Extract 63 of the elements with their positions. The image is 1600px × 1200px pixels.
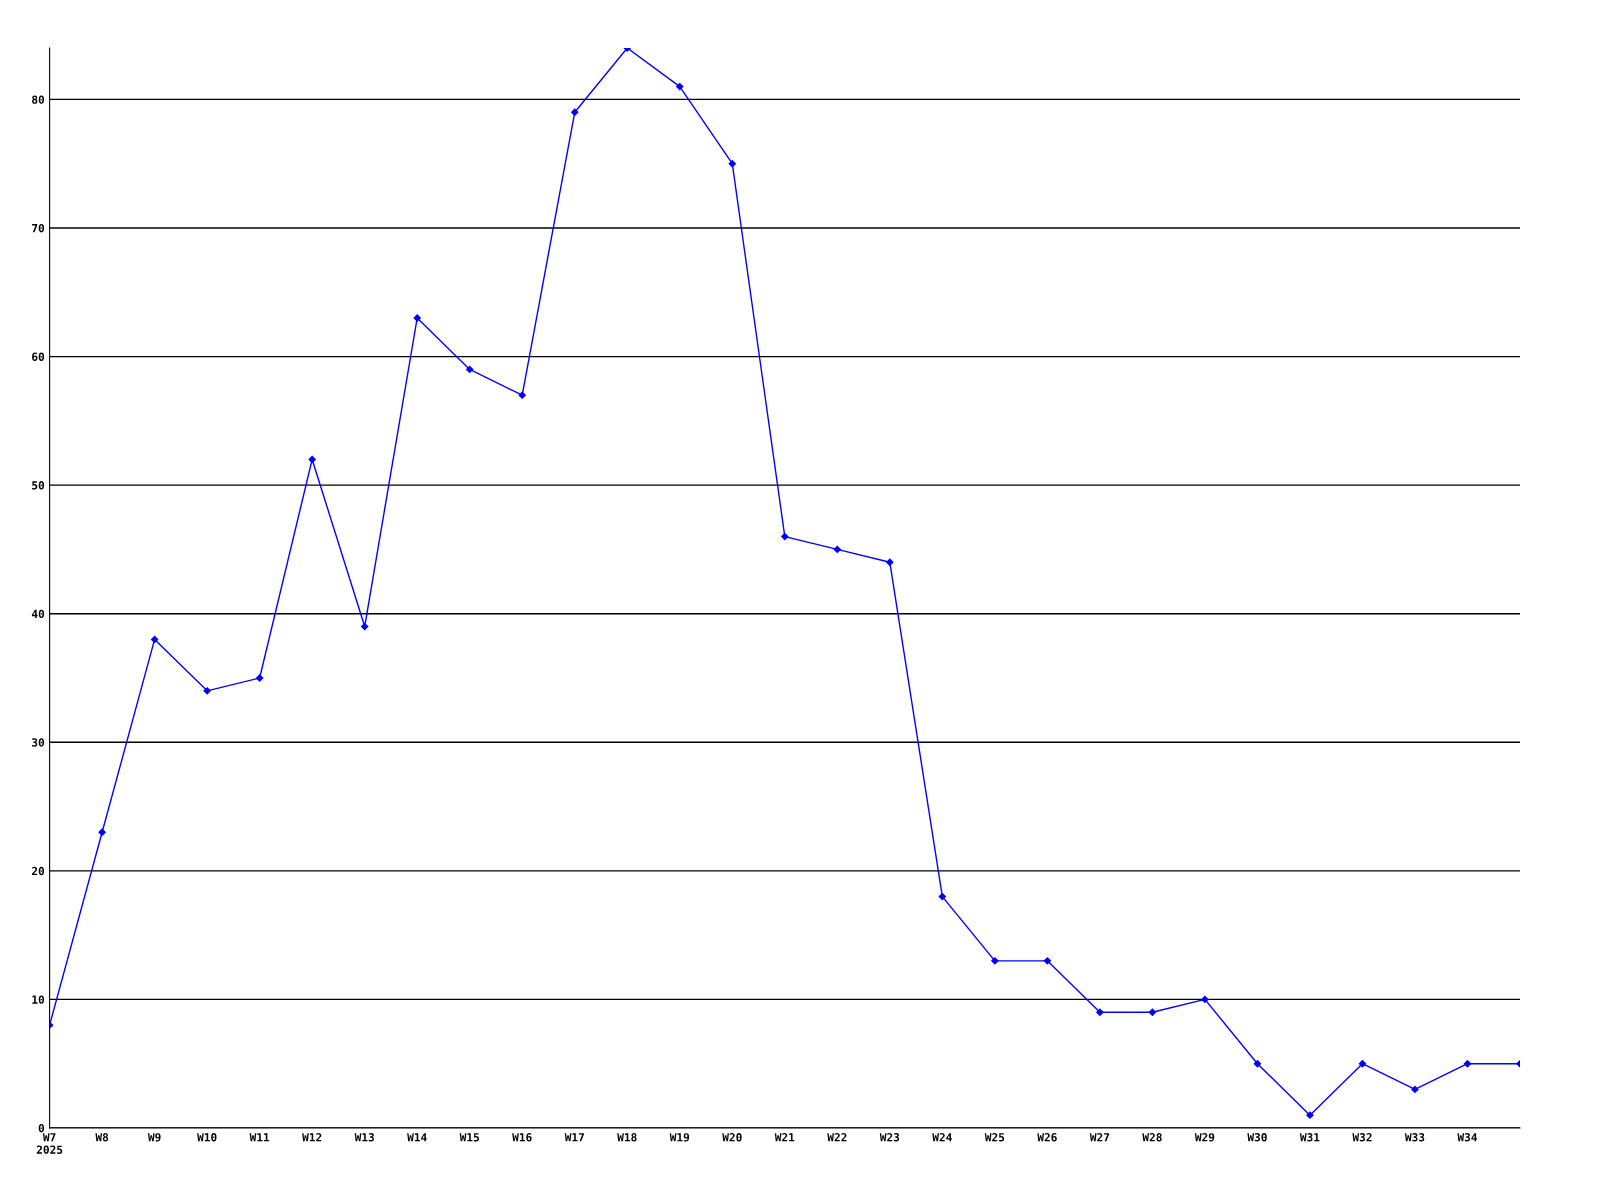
x-tick-label: W24 (932, 1133, 952, 1142)
x-tick-label: W8 (95, 1133, 109, 1142)
point (1043, 957, 1052, 965)
x-tick-label: W23 (879, 1133, 900, 1142)
x-tick-label: W18 (617, 1133, 637, 1142)
point (518, 391, 526, 399)
point (991, 957, 999, 965)
point (98, 828, 106, 836)
point (1358, 1060, 1367, 1068)
x-tick-label: W33 (1404, 1133, 1425, 1142)
y-tick-label: 20 (31, 866, 45, 876)
point (361, 622, 369, 631)
point (1411, 1085, 1419, 1094)
x-tick-label: W12 (302, 1133, 322, 1142)
point (466, 365, 474, 374)
x-tick-label: W19 (669, 1133, 690, 1142)
x-tick-label: W31 (1299, 1133, 1320, 1142)
x-tick-label: W34 (1457, 1133, 1478, 1142)
point (1201, 995, 1209, 1004)
point (150, 635, 159, 644)
x-tick-label: W30 (1247, 1133, 1267, 1142)
x-tick-label: W32 (1352, 1133, 1372, 1142)
x-tick-label: W15 (459, 1133, 479, 1142)
point (833, 545, 841, 554)
point (1148, 1008, 1157, 1016)
x-tick-label: W9 (147, 1133, 161, 1142)
y-tick-label: 10 (32, 995, 45, 1004)
point (781, 532, 789, 541)
y-tick-label: 80 (32, 95, 45, 104)
x-tick-label: W28 (1142, 1133, 1162, 1142)
x-tick-label: W26 (1037, 1133, 1057, 1142)
point (256, 674, 264, 682)
x-tick-label: W29 (1194, 1133, 1215, 1142)
x-tick-label: W21 (774, 1133, 795, 1142)
x-tick-label: W13 (354, 1133, 374, 1142)
y-tick-label: 30 (32, 738, 45, 747)
point (1096, 1008, 1104, 1016)
x-tick-label: W16 (512, 1133, 532, 1142)
x-tick-label: W11 (249, 1133, 270, 1142)
point (938, 892, 946, 901)
point (1463, 1060, 1472, 1068)
x-tick-label: W17 (564, 1133, 584, 1142)
x-tick-label: W20 (722, 1133, 742, 1142)
x-tick-label: W22 (827, 1133, 847, 1142)
point (1253, 1060, 1262, 1068)
y-tick-label: 0 (38, 1123, 45, 1133)
y-tick-label: 60 (32, 352, 45, 361)
y-tick-label: 70 (32, 223, 45, 233)
point (886, 558, 894, 566)
x-tick-label: W10 (197, 1133, 217, 1142)
x-tick-label: W14 (407, 1133, 427, 1142)
point (571, 108, 579, 116)
x-tick-label: W7 2025 (36, 1133, 63, 1154)
point (676, 82, 684, 91)
x-tick-label: W25 (984, 1133, 1005, 1142)
point (1306, 1111, 1314, 1119)
y-tick-label: 40 (31, 609, 45, 619)
point (413, 314, 421, 322)
point (203, 687, 211, 695)
y-tick-label: 50 (32, 481, 45, 490)
point (728, 160, 736, 168)
x-tick-label: W27 (1089, 1133, 1110, 1142)
point (308, 455, 316, 464)
